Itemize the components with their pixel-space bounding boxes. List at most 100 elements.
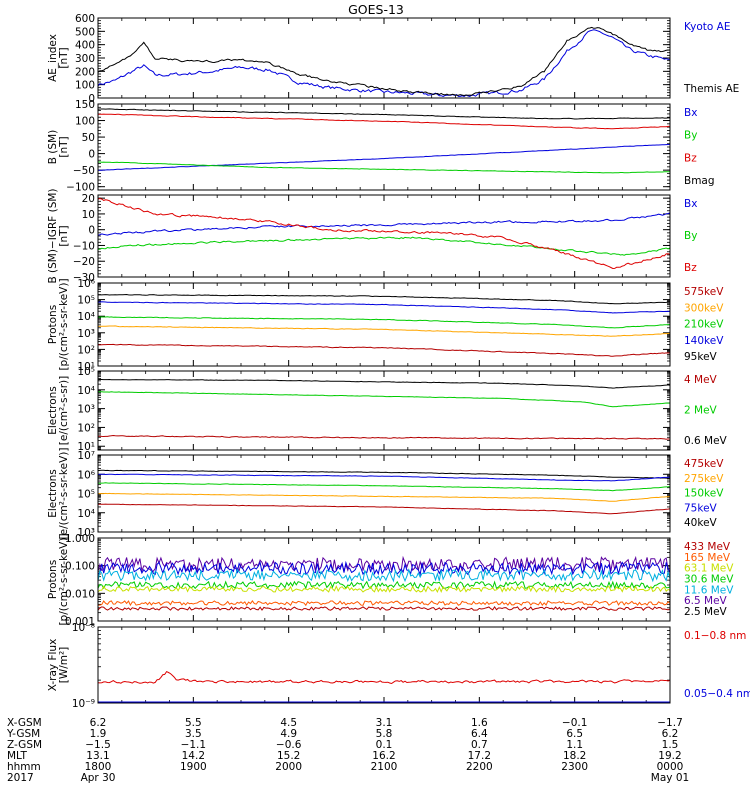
ephemeris-value: 0.7 (471, 739, 488, 751)
panel-4: 10⁶ 10⁵ 10⁴ 10³ 10² 10¹ Protons[p/(cm²-s-sr-ke… (47, 278, 724, 373)
y-axis-label-line: B (SM) (47, 130, 59, 164)
legend-label: 75keV (684, 502, 718, 514)
y-axis-label-line: [p/(cm²-s-sr-keV)] (58, 533, 70, 625)
legend-label: 165 MeV (684, 552, 731, 564)
panel-frame (97, 626, 671, 704)
legend-label: 63.1 MeV (684, 563, 734, 575)
ephemeris-value: 18.2 (563, 750, 586, 762)
y-tick-label: 0.001 (65, 616, 95, 628)
series-line (97, 605, 671, 611)
ephemeris-value: 6.4 (471, 728, 488, 740)
y-tick-label: 200 (75, 66, 95, 78)
series-line (98, 473, 671, 482)
legend-label: 95keV (684, 351, 718, 363)
ephemeris-value: May 01 (651, 772, 689, 784)
series-line (97, 197, 671, 270)
series-line (97, 29, 671, 98)
ephemeris-row-label: MLT (7, 750, 27, 762)
legend-label: Bx (684, 198, 697, 210)
ephemeris-value: −0.6 (276, 739, 302, 751)
ephemeris-value: 19.2 (658, 750, 681, 762)
y-tick-label: −30 (73, 272, 95, 284)
ephemeris-value: 1.5 (662, 739, 679, 751)
y-tick-label: 10² (77, 344, 95, 356)
y-tick-label: 10¹ (77, 441, 95, 453)
ephemeris-row-label: X-GSM (7, 717, 42, 729)
y-axis-label-line: [nT] (58, 136, 70, 157)
series-line (97, 391, 670, 408)
ephemeris-value: 4.9 (280, 728, 297, 740)
series-line (98, 113, 670, 130)
ephemeris-value: 1.9 (90, 728, 107, 740)
y-axis-label-line: X-ray Flux (47, 639, 59, 692)
panel-5: 10⁵ 10⁴ 10³ 10² 10¹ Electrons[e/(cm²-s-sr)] 4 … (47, 366, 728, 453)
ephemeris-value: 3.5 (185, 728, 202, 740)
ephemeris-value: 1.1 (566, 739, 583, 751)
legend-label: 0.1−0.8 nm (684, 630, 746, 642)
y-tick-label: 100 (75, 116, 95, 128)
y-tick-label: 10⁴ (77, 508, 95, 520)
ephemeris-value: 1900 (180, 761, 207, 773)
series-line (98, 143, 671, 171)
ephemeris-row-label: 2017 (7, 772, 34, 784)
y-tick-label: −50 (73, 165, 95, 177)
x-axis-ephemeris: X-GSM 6.2 5.5 4.5 3.1 1.6 −0.1 −1.7 Y-GSM 1.9 3.5 4… (6, 717, 689, 784)
legend-label: 140keV (684, 335, 724, 347)
series-line (97, 212, 671, 236)
legend-label: Bx (684, 107, 697, 119)
y-tick-label: 0.010 (65, 588, 95, 600)
series-line (97, 482, 671, 492)
legend-label: 11.6 MeV (684, 584, 734, 596)
y-axis-label: X-ray Flux[W/m²] (47, 639, 70, 692)
y-axis-label-line: [nT] (58, 225, 70, 246)
legend-label: 2.5 MeV (684, 606, 728, 618)
ephemeris-row-label: Y-GSM (6, 728, 40, 740)
series-line (97, 469, 671, 479)
y-axis-label: Protons[p/(cm²-s-sr-keV)] (47, 278, 70, 370)
y-tick-label: 10³ (77, 328, 95, 340)
legend-label: Bz (684, 152, 697, 164)
y-tick-label: 0 (88, 149, 95, 161)
ephemeris-value: 16.2 (372, 750, 395, 762)
y-tick-label: 400 (75, 40, 95, 52)
panel-frame (97, 454, 671, 533)
series-line (98, 293, 670, 305)
y-axis-label: Protons[p/(cm²-s-sr-keV)] (47, 533, 70, 625)
y-tick-label: 0.100 (65, 561, 95, 573)
panel-frame (97, 103, 671, 191)
series-line (97, 568, 671, 583)
y-axis-label-line: [e/(cm²-s-sr)] (58, 376, 70, 445)
panel-frame (97, 17, 671, 99)
series-line (97, 503, 671, 515)
legend-label: 0.05−0.4 nm (684, 688, 750, 700)
legend-label: 210keV (684, 319, 724, 331)
y-tick-label: 50 (82, 132, 95, 144)
ephemeris-value: 2100 (371, 761, 398, 773)
y-axis-label: B (SM)[nT] (47, 130, 70, 164)
legend-label: 275keV (684, 473, 724, 485)
legend-label: 300keV (684, 302, 724, 314)
series-line (98, 236, 671, 256)
y-tick-label: 10³ (77, 404, 95, 416)
ephemeris-value: 1.6 (471, 717, 488, 729)
y-tick-label: 10³ (77, 527, 95, 539)
ephemeris-value: 6.5 (566, 728, 583, 740)
y-axis-label-line: [W/m²] (58, 647, 70, 684)
ephemeris-value: 13.1 (86, 750, 109, 762)
legend-label: 0.6 MeV (684, 435, 728, 447)
legend-label: 433 MeV (684, 541, 731, 553)
chart-title: GOES-13 (348, 2, 404, 17)
y-tick-label: 10⁶ (77, 278, 95, 290)
ephemeris-value: −1.7 (657, 717, 683, 729)
legend-label: By (684, 230, 697, 242)
panel-frame (97, 537, 671, 622)
ephemeris-value: 14.2 (182, 750, 205, 762)
panel-8: 10⁻⁸10⁻⁹X-ray Flux[W/m²]0.1−0.8 nm0.05−0… (47, 622, 750, 710)
y-tick-label: 600 (75, 13, 95, 25)
series-line (98, 325, 671, 337)
y-tick-label: 10⁶ (77, 469, 95, 481)
legend-label: 150keV (684, 488, 724, 500)
ephemeris-value: 17.2 (468, 750, 491, 762)
ephemeris-row-label: hhmm (7, 761, 41, 773)
